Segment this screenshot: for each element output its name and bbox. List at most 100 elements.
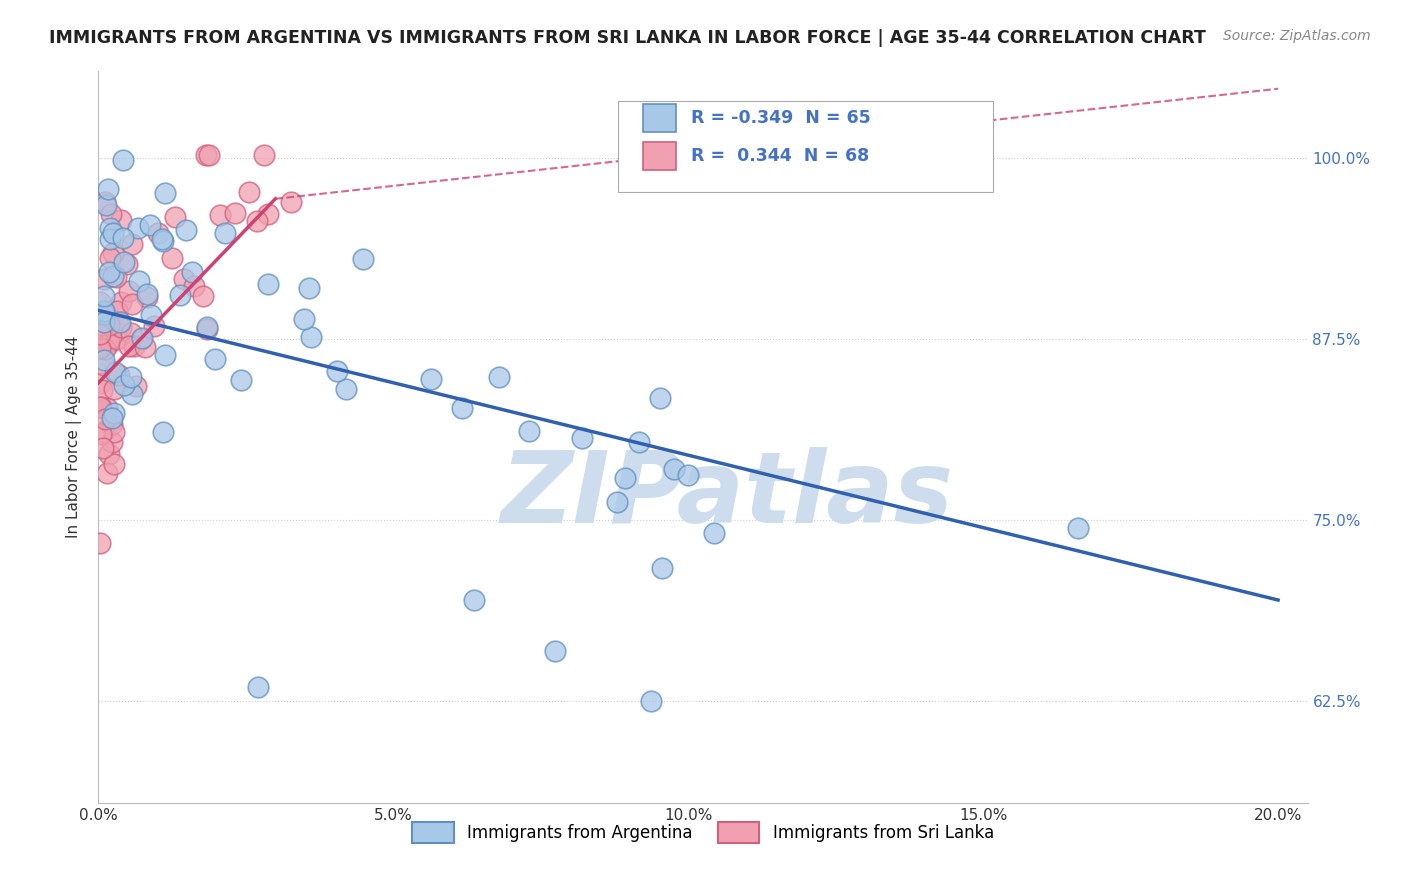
Point (110, 213, 132, 227)
Point (105, 332, 128, 346)
Point (335, 383, 357, 397)
Point (174, 222, 197, 236)
Point (94, 343, 117, 357)
Point (93, 289, 115, 303)
Point (143, 318, 166, 333)
Point (111, 153, 134, 167)
Point (93, 271, 115, 285)
Point (98, 264, 121, 278)
Point (150, 232, 173, 246)
Point (120, 326, 142, 341)
Point (153, 348, 176, 362)
Point (122, 339, 145, 353)
Point (94, 198, 117, 212)
Bar (643, 143, 676, 170)
Point (131, 331, 153, 345)
Point (90, 400, 112, 414)
Point (165, 211, 187, 225)
Point (111, 231, 134, 245)
Point (450, 401, 472, 416)
Point (89, 376, 111, 390)
Point (101, 246, 124, 260)
Point (110, 295, 132, 310)
Point (97, 182, 120, 196)
Point (121, 237, 143, 252)
Point (100, 207, 122, 221)
Point (121, 387, 143, 401)
Point (105, 303, 128, 318)
Point (326, 364, 349, 378)
Point (89, 294, 111, 309)
Point (101, 268, 124, 283)
Point (224, 206, 246, 220)
Point (648, 391, 671, 405)
Point (100, 220, 122, 235)
Point (89, 327, 111, 342)
Point (488, 370, 510, 384)
Point (120, 370, 142, 384)
Point (93, 304, 115, 318)
Point (280, 195, 302, 210)
Point (98, 251, 121, 265)
Point (204, 351, 226, 366)
Point (91, 441, 114, 455)
Point (238, 185, 260, 199)
Point (90, 318, 112, 333)
Point (253, 148, 276, 162)
Point (103, 406, 125, 420)
Point (544, 644, 567, 658)
Point (101, 435, 124, 450)
Text: IMMIGRANTS FROM ARGENTINA VS IMMIGRANTS FROM SRI LANKA IN LABOR FORCE | AGE 35-4: IMMIGRANTS FROM ARGENTINA VS IMMIGRANTS … (49, 29, 1206, 47)
Point (160, 251, 183, 265)
Point (93, 359, 115, 373)
Point (93, 307, 115, 321)
Point (96, 466, 118, 480)
Point (121, 297, 143, 311)
Point (703, 525, 725, 540)
Point (247, 680, 270, 694)
Point (96, 401, 118, 415)
Point (104, 270, 127, 285)
Point (118, 284, 141, 298)
Point (100, 326, 122, 340)
Point (152, 234, 174, 248)
Point (676, 468, 699, 483)
Point (571, 431, 593, 445)
Point (463, 592, 485, 607)
Text: R = -0.349  N = 65: R = -0.349 N = 65 (690, 109, 870, 128)
Point (103, 457, 125, 471)
Point (101, 417, 124, 431)
Point (89, 341, 111, 355)
Point (662, 461, 685, 475)
Point (91, 425, 114, 439)
Point (97, 337, 120, 351)
FancyBboxPatch shape (619, 101, 993, 192)
Point (152, 425, 174, 439)
Point (1066, 521, 1088, 535)
Point (198, 148, 221, 162)
Point (353, 252, 375, 267)
Bar (643, 104, 676, 132)
Point (419, 372, 441, 386)
Point (128, 274, 150, 288)
Point (115, 257, 138, 271)
Point (627, 434, 650, 449)
Point (146, 226, 169, 240)
Point (292, 311, 315, 326)
Point (214, 226, 236, 240)
Point (125, 378, 148, 392)
Point (173, 272, 195, 286)
Point (195, 320, 218, 334)
Point (101, 226, 124, 240)
Point (100, 411, 122, 425)
Point (191, 289, 214, 303)
Point (229, 374, 252, 388)
Point (155, 186, 177, 201)
Point (257, 277, 280, 291)
Point (89, 536, 111, 550)
Point (183, 279, 205, 293)
Point (139, 308, 162, 322)
Point (94, 411, 117, 425)
Point (138, 219, 160, 233)
Point (136, 290, 159, 304)
